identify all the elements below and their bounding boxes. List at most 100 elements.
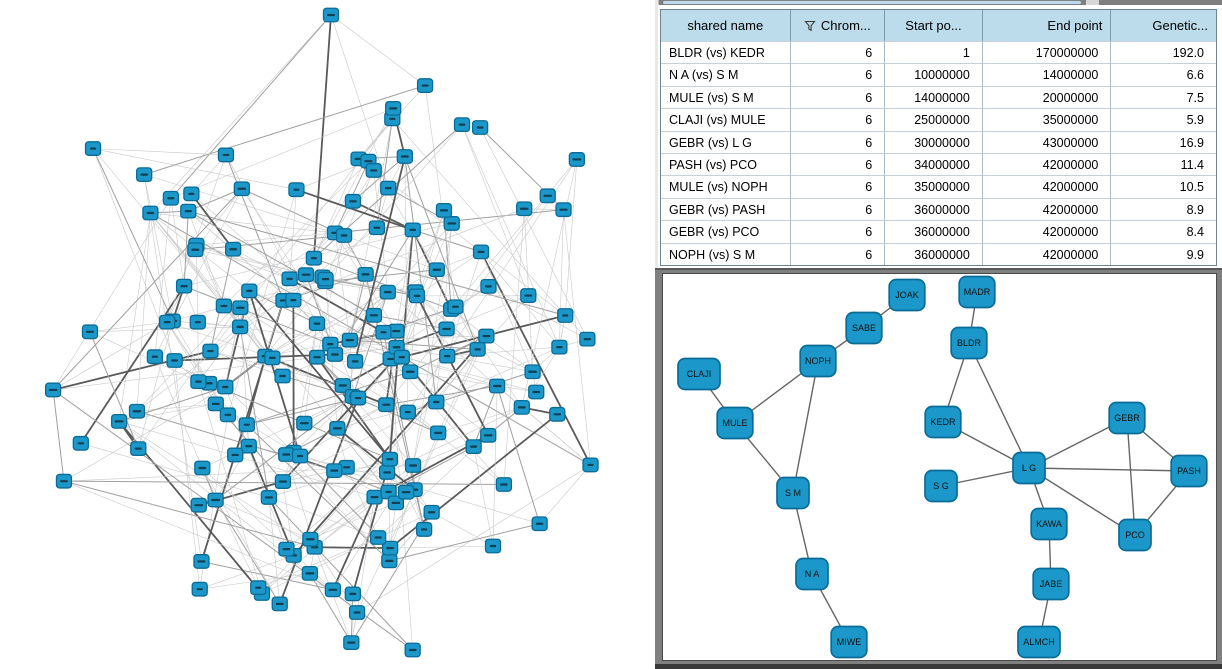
network-node[interactable] (84, 141, 102, 156)
column-header-4[interactable]: Genetic... (1111, 10, 1216, 41)
subnetwork-node-BLDR[interactable]: BLDR (950, 326, 988, 360)
network-node[interactable] (404, 642, 421, 658)
network-node[interactable] (55, 473, 73, 489)
network-node[interactable] (335, 228, 353, 243)
network-node[interactable] (453, 117, 471, 133)
network-node[interactable] (217, 147, 235, 163)
network-node[interactable] (399, 404, 416, 420)
network-node[interactable] (175, 278, 193, 294)
subnetwork-node-CLAJI[interactable]: CLAJI (677, 357, 721, 391)
network-node[interactable] (191, 581, 208, 597)
network-node[interactable] (480, 278, 497, 294)
network-node[interactable] (233, 181, 250, 197)
network-node[interactable] (238, 417, 255, 433)
network-node[interactable] (349, 390, 367, 406)
network-node[interactable] (296, 415, 313, 431)
subnetwork-node-MULE[interactable]: MULE (716, 406, 754, 440)
network-node[interactable] (130, 441, 147, 457)
network-node[interactable] (388, 323, 405, 339)
table-row[interactable]: GEBR (vs) PASH 6 36000000 42000000 8.9 (661, 197, 1216, 221)
network-node[interactable] (393, 349, 410, 365)
network-node[interactable] (516, 201, 533, 217)
network-node[interactable] (385, 100, 402, 116)
subnetwork-node-S G[interactable]: S G (924, 469, 958, 503)
table-row[interactable]: GEBR (vs) L G 6 30000000 43000000 16.9 (661, 130, 1216, 153)
network-node[interactable] (324, 582, 342, 598)
network-node[interactable] (142, 205, 159, 221)
network-node[interactable] (557, 308, 574, 323)
network-node[interactable] (513, 399, 530, 415)
network-node[interactable] (368, 220, 386, 236)
network-node[interactable] (387, 495, 405, 511)
network-node[interactable] (288, 182, 305, 198)
network-node[interactable] (378, 465, 396, 480)
subnetwork-node-KEDR[interactable]: KEDR (924, 405, 962, 439)
network-node[interactable] (162, 190, 180, 206)
subnetwork-svg[interactable]: JOAK SABE NOPH CLAJI MULE S M N A MIWE MADR BLDR K… (663, 274, 1216, 660)
network-node[interactable] (551, 339, 568, 355)
network-node[interactable] (136, 167, 153, 183)
network-node[interactable] (423, 504, 440, 520)
network-node[interactable] (187, 242, 204, 258)
subnetwork-edge-L G-PASH[interactable] (1028, 467, 1190, 472)
subnetwork-node-JOAK[interactable]: JOAK (888, 278, 926, 312)
network-node[interactable] (568, 152, 586, 167)
network-node[interactable] (555, 202, 572, 218)
column-header-0[interactable]: shared name (661, 10, 791, 41)
network-node[interactable] (346, 353, 364, 369)
network-node[interactable] (348, 605, 366, 620)
network-node[interactable] (469, 341, 486, 357)
network-node[interactable] (308, 316, 326, 332)
network-node[interactable] (326, 347, 344, 362)
network-node[interactable] (305, 250, 323, 266)
network-node[interactable] (232, 300, 249, 316)
network-node[interactable] (72, 435, 89, 451)
column-header-1[interactable]: Chrom... (790, 10, 886, 41)
network-node[interactable] (278, 541, 295, 557)
network-node[interactable] (480, 427, 497, 443)
subnetwork-node-ALMCH[interactable]: ALMCH (1017, 625, 1061, 659)
subnetwork-node-GEBR[interactable]: GEBR (1108, 401, 1146, 435)
network-node[interactable] (495, 477, 513, 492)
network-node[interactable] (194, 460, 211, 476)
network-node[interactable] (193, 554, 210, 569)
splitter-handle[interactable] (1086, 0, 1099, 5)
table-row[interactable]: N A (vs) S M 6 10000000 14000000 6.6 (661, 63, 1216, 86)
network-node[interactable] (404, 222, 421, 238)
network-node[interactable] (472, 244, 490, 260)
main-network-panel[interactable] (0, 0, 655, 669)
network-node[interactable] (528, 384, 545, 400)
network-node[interactable] (370, 530, 387, 545)
column-header-3[interactable]: End point (982, 10, 1112, 41)
network-node[interactable] (380, 180, 397, 196)
network-node[interactable] (396, 149, 413, 164)
network-node[interactable] (428, 262, 445, 278)
network-node[interactable] (488, 378, 506, 394)
subnetwork-node-JABE[interactable]: JABE (1032, 567, 1070, 601)
network-node[interactable] (430, 425, 447, 441)
network-node[interactable] (215, 298, 233, 314)
network-node[interactable] (378, 397, 395, 413)
network-node[interactable] (531, 516, 548, 532)
subnetwork-node-NOPH[interactable]: NOPH (799, 344, 837, 378)
network-node[interactable] (189, 314, 206, 330)
network-node[interactable] (309, 349, 326, 365)
network-node[interactable] (375, 324, 392, 340)
network-node[interactable] (285, 292, 302, 308)
network-node[interactable] (520, 288, 537, 303)
network-node[interactable] (302, 531, 319, 547)
network-node[interactable] (357, 266, 374, 282)
network-node[interactable] (128, 403, 146, 419)
network-node[interactable] (225, 241, 242, 257)
network-node[interactable] (240, 438, 257, 454)
network-node[interactable] (180, 203, 197, 219)
network-node[interactable] (341, 332, 359, 348)
network-node[interactable] (381, 553, 398, 569)
subnetwork-edge-L G-PCO[interactable] (1028, 467, 1136, 536)
network-node[interactable] (329, 420, 346, 436)
network-node[interactable] (365, 163, 382, 178)
network-node[interactable] (44, 382, 62, 398)
table-row[interactable]: BLDR (vs) KEDR 6 1 170000000 192.0 (661, 41, 1216, 64)
network-node[interactable] (260, 490, 278, 505)
subnetwork-node-PASH[interactable]: PASH (1170, 454, 1208, 488)
